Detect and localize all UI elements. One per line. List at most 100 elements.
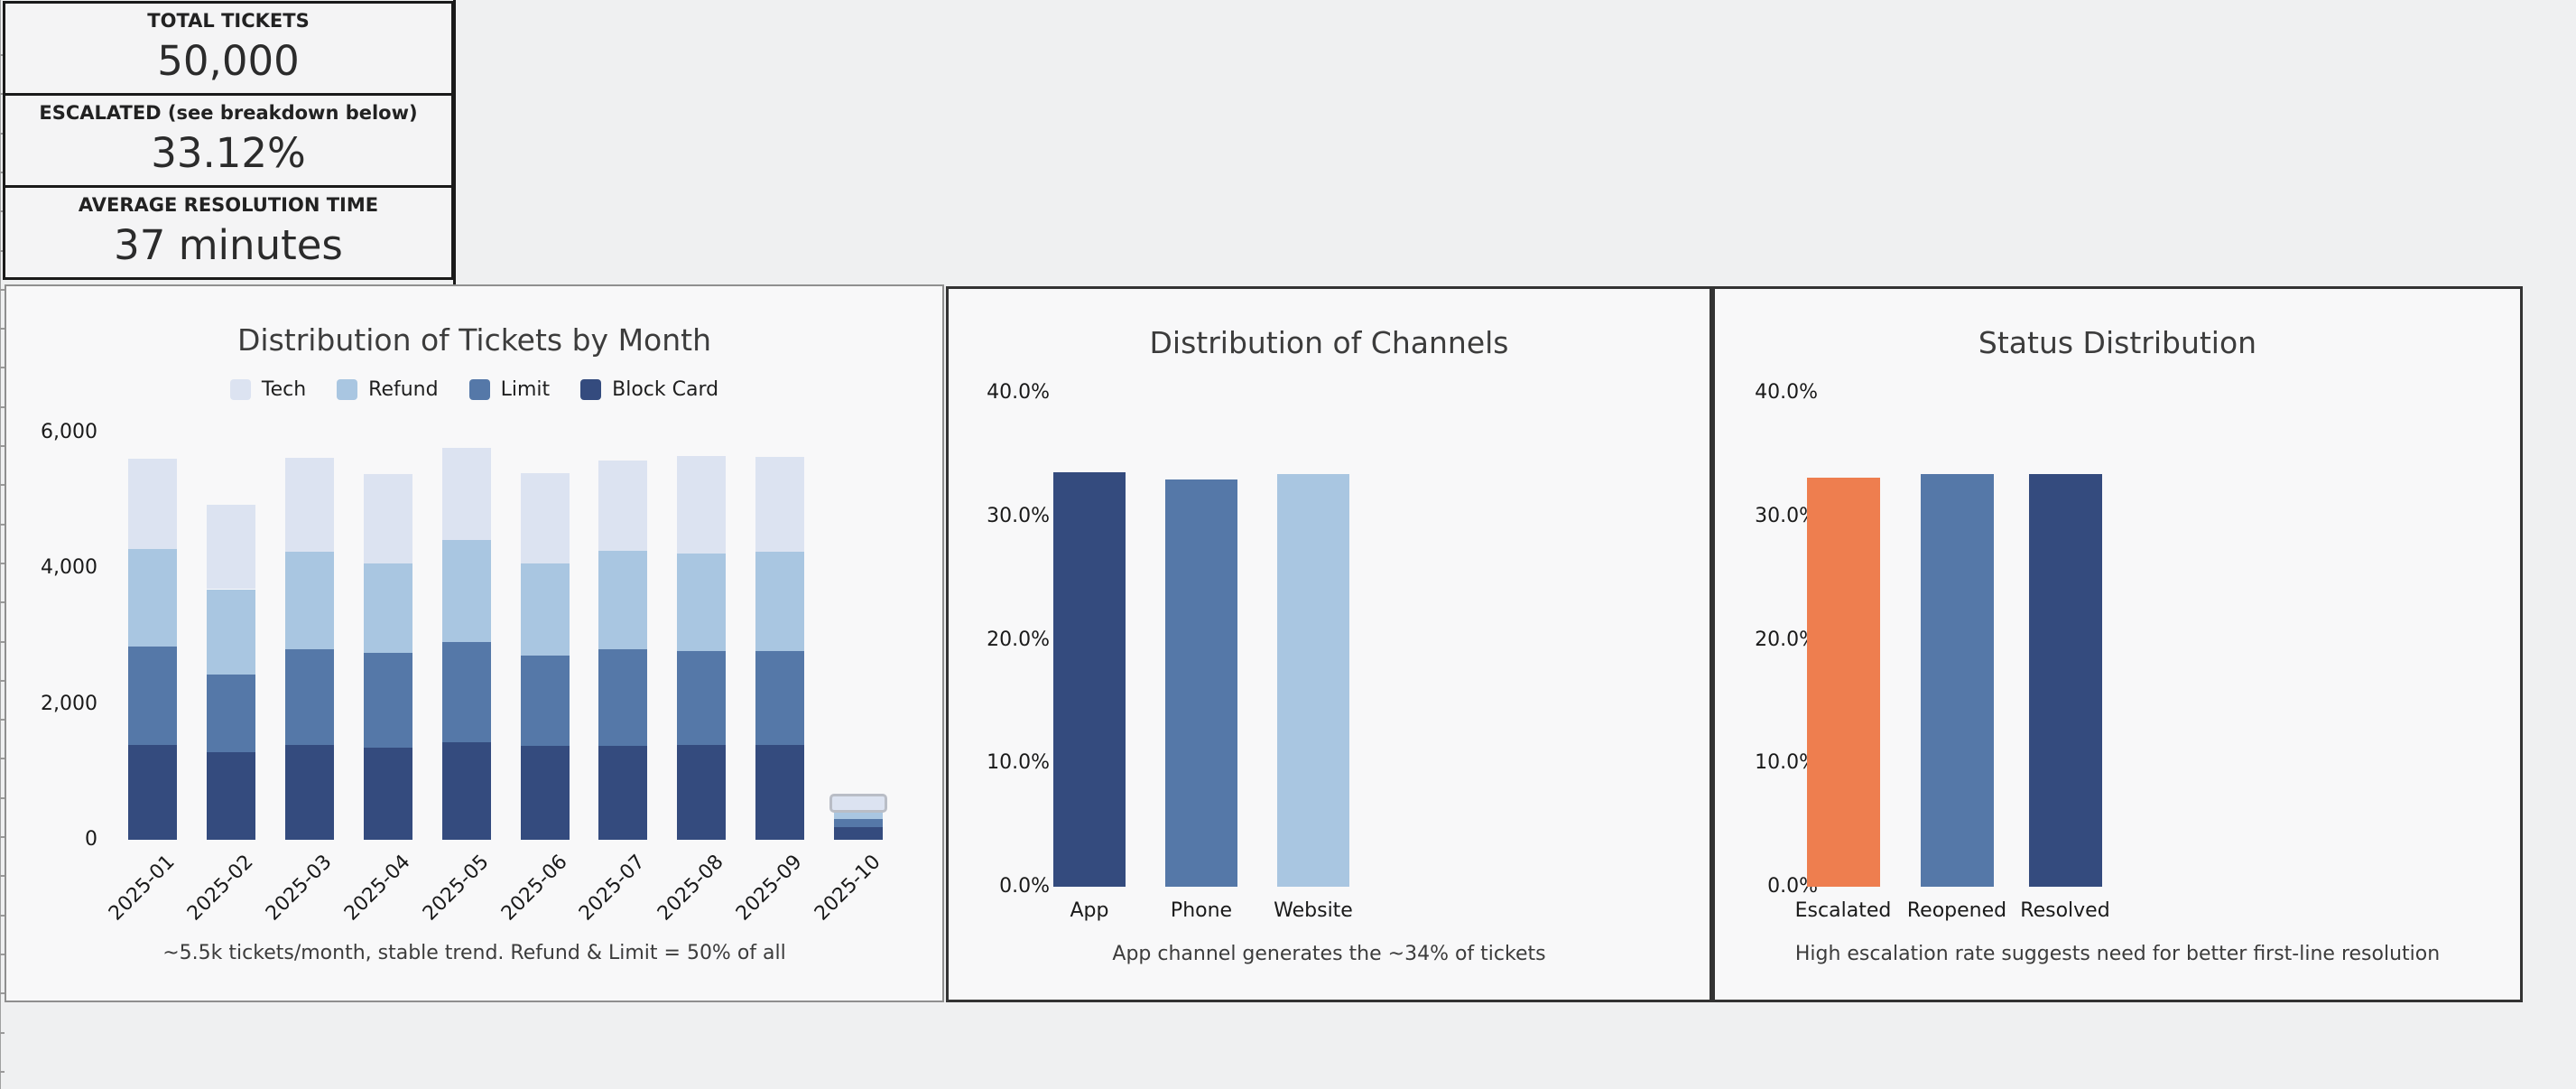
bar-segment-refund bbox=[598, 550, 648, 649]
ruler-tick bbox=[0, 405, 5, 408]
xtick-label: Phone bbox=[1170, 899, 1233, 922]
bar-segment-refund bbox=[363, 563, 412, 654]
ruler-tick bbox=[0, 54, 5, 56]
ytick-label: 40.0% bbox=[987, 381, 1050, 405]
ruler-tick bbox=[0, 953, 5, 955]
bar-segment-refund bbox=[206, 589, 255, 675]
kpi-value: 50,000 bbox=[157, 37, 300, 85]
chart-title: Distribution of Tickets by Month bbox=[236, 322, 712, 358]
bar-segment-tech bbox=[755, 456, 805, 553]
bar-segment-tech bbox=[284, 458, 334, 553]
bar-segment-block-card bbox=[284, 744, 334, 840]
bar-website bbox=[1277, 474, 1349, 887]
bar-segment-limit bbox=[677, 650, 727, 746]
ruler-tick bbox=[0, 875, 5, 878]
ytick-label: 0.0% bbox=[1767, 875, 1818, 898]
bar-segment-limit bbox=[598, 648, 648, 747]
bar-reopened bbox=[1920, 474, 1994, 887]
ruler-tick bbox=[0, 796, 5, 799]
bar-segment-block-card bbox=[206, 751, 255, 840]
screen-edge-ruler bbox=[0, 0, 1, 1089]
ruler-tick bbox=[0, 836, 5, 838]
ruler-tick bbox=[0, 719, 5, 721]
legend-label: Refund bbox=[368, 378, 439, 401]
bar-segment-refund bbox=[834, 809, 884, 820]
bar-segment-tech bbox=[363, 474, 412, 563]
kpi-label: ESCALATED (see breakdown below) bbox=[39, 102, 418, 124]
kpi-label: TOTAL TICKETS bbox=[147, 10, 310, 32]
bar-segment-block-card bbox=[598, 746, 648, 840]
ytick-label: 0 bbox=[85, 828, 97, 851]
ruler-tick bbox=[0, 992, 5, 995]
bar-segment-refund bbox=[755, 552, 805, 651]
legend-item-refund: Refund bbox=[337, 378, 439, 401]
ytick-label: 40.0% bbox=[1755, 381, 1818, 405]
bar-plot: 0.0% 10.0% 20.0% 30.0% 40.0% Escalated Reopene… bbox=[1715, 289, 2520, 1000]
xtick-label: Escalated bbox=[1794, 899, 1892, 922]
kpi-value: 33.12% bbox=[151, 129, 306, 177]
chart-caption: App channel generates the ~34% of ticket… bbox=[1112, 943, 1546, 965]
bar-segment-refund bbox=[128, 549, 177, 647]
bar-segment-tech bbox=[598, 460, 648, 551]
legend: Tech Refund Limit Block Card bbox=[6, 378, 942, 401]
ytick-label: 20.0% bbox=[1755, 628, 1818, 651]
kpi-escalated: ESCALATED (see breakdown below) 33.12% bbox=[5, 96, 451, 188]
ytick-label: 6,000 bbox=[41, 420, 97, 443]
ytick-label: 30.0% bbox=[987, 504, 1050, 527]
kpi-avg-resolution-time: AVERAGE RESOLUTION TIME 37 minutes bbox=[5, 188, 451, 277]
bar-segment-limit bbox=[128, 646, 177, 745]
ruler-tick bbox=[0, 914, 5, 917]
legend-label: Limit bbox=[500, 378, 551, 401]
legend-swatch bbox=[229, 379, 251, 400]
bar-segment-limit bbox=[206, 675, 255, 752]
chart-caption: ~5.5k tickets/month, stable trend. Refun… bbox=[162, 942, 786, 964]
stacked-bar-plot: 0 2,000 4,000 6,000 2025-01 2025-02 2025-03 202… bbox=[6, 286, 942, 1001]
xtick-label: Website bbox=[1274, 899, 1353, 922]
bar-segment-limit bbox=[441, 642, 491, 743]
bar-segment-tech bbox=[206, 505, 255, 590]
panel-tickets-by-month: Distribution of Tickets by Month Tech Ref… bbox=[5, 284, 944, 1002]
legend-item-block-card: Block Card bbox=[580, 378, 718, 401]
bar-segment-tech bbox=[829, 793, 888, 813]
xtick-label: App bbox=[1070, 899, 1109, 922]
legend-label: Tech bbox=[261, 378, 307, 401]
ruler-tick bbox=[0, 288, 5, 291]
ruler-tick bbox=[0, 1070, 5, 1073]
ruler-tick bbox=[0, 93, 5, 96]
kpi-table-outer-border bbox=[453, 0, 456, 287]
panel-status: Status Distribution 0.0% 10.0% 20.0% 30.0% 4… bbox=[1712, 286, 2523, 1002]
kpi-value: 37 minutes bbox=[114, 221, 343, 269]
bar-segment-tech bbox=[520, 472, 570, 563]
bar-segment-block-card bbox=[363, 747, 412, 840]
ruler-tick bbox=[0, 1031, 5, 1034]
bar-segment-block-card bbox=[677, 745, 727, 840]
bar-segment-tech bbox=[128, 459, 177, 550]
ruler-tick bbox=[0, 367, 5, 369]
ruler-tick bbox=[0, 601, 5, 604]
bar-segment-refund bbox=[284, 552, 334, 649]
ytick-label: 0.0% bbox=[999, 875, 1050, 898]
bar-segment-limit bbox=[520, 656, 570, 747]
xtick-label: Resolved bbox=[2020, 899, 2110, 922]
bar-segment-block-card bbox=[834, 827, 884, 840]
bar-segment-refund bbox=[677, 554, 727, 651]
kpi-table: TOTAL TICKETS 50,000 ESCALATED (see brea… bbox=[3, 1, 454, 280]
ytick-label: 20.0% bbox=[987, 628, 1050, 651]
ruler-tick bbox=[0, 445, 5, 447]
ruler-tick bbox=[0, 328, 5, 330]
chart-caption: High escalation rate suggests need for b… bbox=[1794, 943, 2441, 965]
bar-segment-block-card bbox=[128, 744, 177, 840]
ruler-tick bbox=[0, 249, 5, 252]
legend-swatch bbox=[468, 379, 490, 400]
kpi-total-tickets: TOTAL TICKETS 50,000 bbox=[5, 4, 451, 96]
ytick-label: 30.0% bbox=[1755, 504, 1818, 527]
ytick-label: 10.0% bbox=[1755, 751, 1818, 775]
legend-item-limit: Limit bbox=[468, 378, 551, 401]
legend-item-tech: Tech bbox=[229, 378, 307, 401]
chart-title: Status Distribution bbox=[1978, 325, 2257, 360]
bar-segment-tech bbox=[677, 456, 727, 554]
bar-phone bbox=[1165, 479, 1237, 887]
panel-channels: Distribution of Channels 0.0% 10.0% 20.0% 3… bbox=[946, 286, 1712, 1002]
bar-segment-block-card bbox=[755, 744, 805, 840]
bar-resolved bbox=[2028, 473, 2102, 887]
